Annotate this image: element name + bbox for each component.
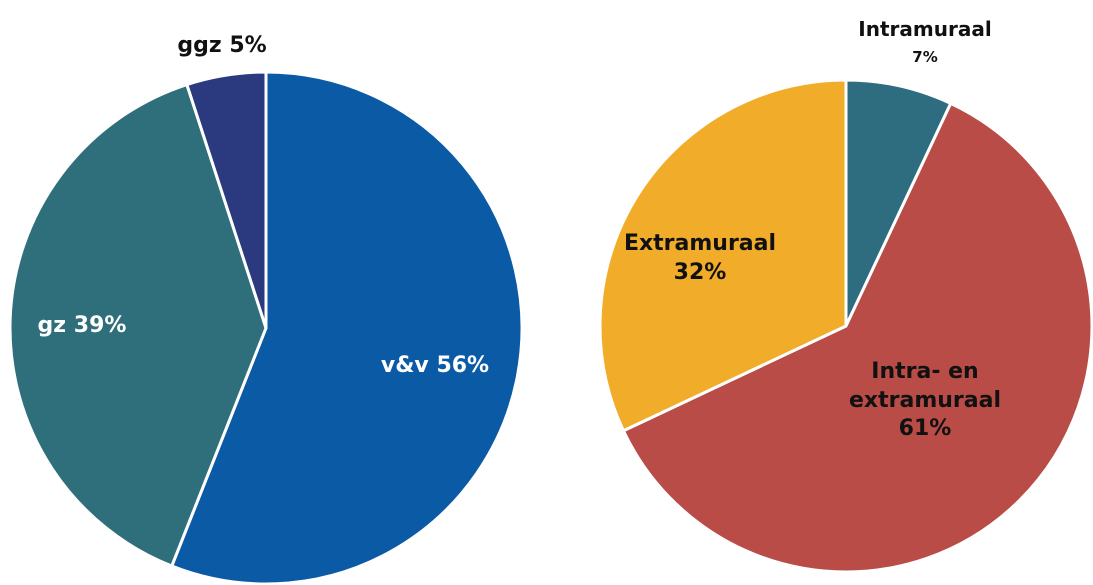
category-label: Intramuraal (858, 17, 992, 41)
pie-slice (621, 101, 1093, 574)
category-label: ggz (177, 33, 222, 58)
pie-slice (844, 78, 953, 328)
slice-label: v&v 56% (335, 352, 535, 381)
category-label: Extramuraal (623, 231, 777, 256)
value-label: 56% (436, 353, 490, 378)
pie-slice (170, 70, 524, 585)
pie-slice (8, 83, 268, 568)
category-label: gz (37, 313, 67, 338)
value-label: 61% (898, 416, 952, 442)
slice-label: Intramuraal 7% (815, 16, 1035, 68)
value-label: 39% (73, 313, 127, 338)
slice-label: ggz 5% (142, 32, 302, 61)
category-label: v&v (380, 353, 429, 378)
slice-label: Intra- en extramuraal 61% (830, 358, 1020, 444)
value-label: 5% (229, 33, 267, 58)
slice-label: gz 39% (2, 312, 162, 341)
value-label: 7% (912, 48, 938, 66)
pie-slice (185, 70, 268, 330)
value-label: 32% (673, 259, 727, 285)
pie-slice (598, 78, 848, 433)
slice-label: Extramuraal 32% (600, 230, 800, 287)
category-label: Intra- en extramuraal (849, 359, 1001, 413)
